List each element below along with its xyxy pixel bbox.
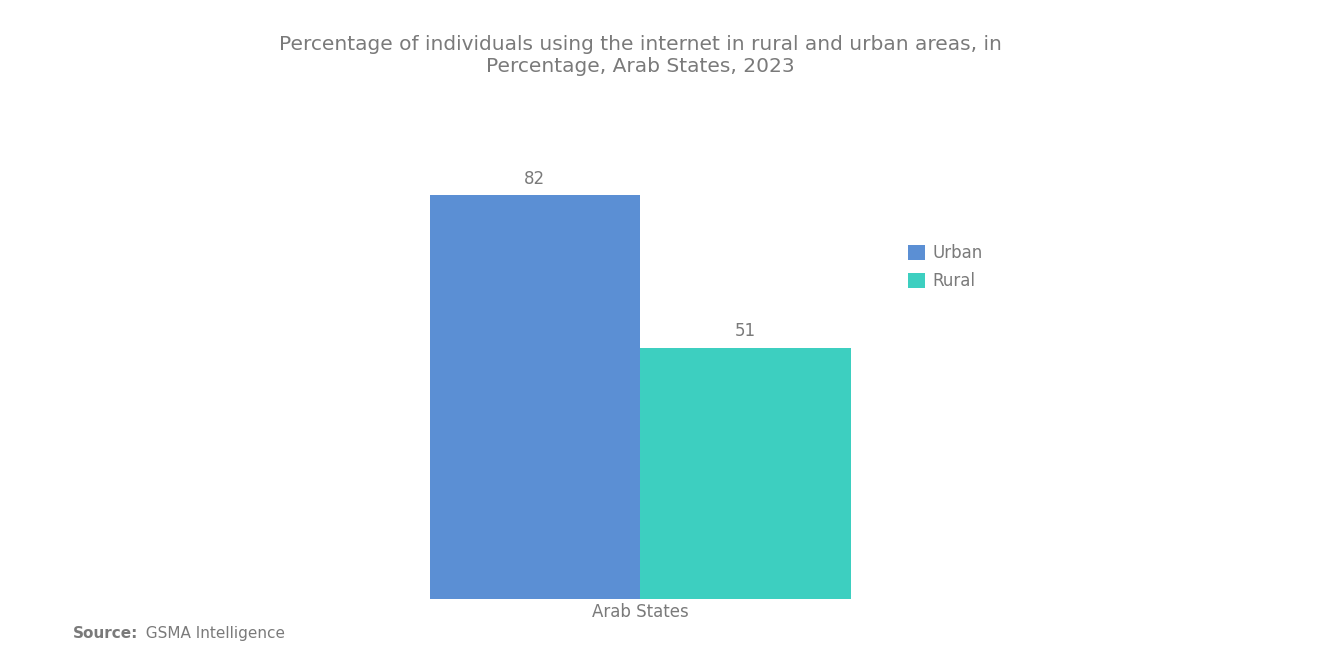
Text: 51: 51 (735, 322, 756, 340)
Bar (430, 195, 640, 598)
Bar (640, 348, 851, 598)
Text: 82: 82 (524, 170, 545, 188)
Title: Percentage of individuals using the internet in rural and urban areas, in
Percen: Percentage of individuals using the inte… (279, 35, 1002, 76)
Text: Source:: Source: (73, 626, 139, 642)
Text: GSMA Intelligence: GSMA Intelligence (136, 626, 285, 642)
Legend: Urban, Rural: Urban, Rural (902, 238, 990, 297)
